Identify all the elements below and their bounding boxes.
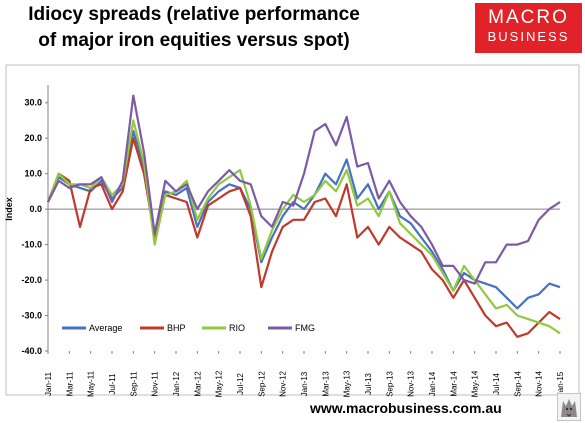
logo-line-1: MACRO (488, 7, 569, 28)
legend-label: FMG (295, 323, 315, 333)
y-axis-label: Index (4, 197, 14, 221)
source-url: www.macrobusiness.com.au (310, 400, 502, 416)
x-tick-label: Jul-14 (492, 373, 501, 395)
series-line-fmg (47, 94, 561, 285)
x-tick-label: Nov-14 (535, 371, 544, 397)
x-tick-label: May-14 (471, 370, 480, 397)
y-tick-label: 10.0 (24, 169, 42, 179)
x-tick-label: Nov-11 (151, 371, 160, 397)
x-tick-label: Jan-14 (428, 371, 437, 396)
x-tick-label: Jan-12 (172, 371, 181, 396)
x-tick-label: Sep-14 (513, 371, 522, 397)
series-lines (46, 94, 561, 338)
x-tick-label: Mar-12 (193, 371, 202, 397)
title-line-2: of major iron equities versus spot) (38, 30, 350, 51)
x-tick-label: May-11 (87, 370, 96, 397)
x-tick-label: Jan-11 (44, 372, 53, 396)
wolf-logo-icon (557, 393, 581, 421)
x-tick-label: Sep-13 (385, 371, 394, 397)
y-tick-label: -10.0 (21, 240, 42, 250)
legend: Average BHP RIO FMG (62, 323, 315, 333)
x-tick-label: May-12 (215, 370, 224, 397)
series-line-bhp (46, 137, 561, 338)
y-tick-label: -30.0 (21, 311, 42, 321)
x-tick-label: Mar-14 (449, 371, 458, 397)
legend-label: RIO (229, 323, 245, 333)
x-tick-label: Jul-11 (108, 373, 117, 395)
x-tick-label: May-13 (343, 370, 352, 397)
logo-line-2: BUSINESS (487, 29, 570, 44)
x-tick-label: Sep-11 (129, 371, 138, 397)
chart-frame (5, 64, 580, 396)
x-tick-label: Jan-13 (300, 371, 309, 396)
legend-label: BHP (167, 323, 186, 333)
y-tick-label: -40.0 (21, 346, 42, 356)
x-tick-label: Mar-13 (321, 371, 330, 397)
x-tick-label: Jan-15 (556, 371, 565, 396)
legend-label: Average (89, 323, 122, 333)
x-tick-label: Jul-13 (364, 373, 373, 395)
y-tick-label: 30.0 (24, 98, 42, 108)
x-tick-label: Mar-11 (65, 371, 74, 396)
title-line-1: Idiocy spreads (relative performance (28, 4, 360, 25)
chart-title: Idiocy spreads (relative performance of … (14, 2, 374, 54)
macrobusiness-logo: MACRO BUSINESS (475, 3, 582, 53)
x-tick-label: Nov-12 (279, 371, 288, 397)
x-tick-label: Nov-13 (407, 371, 416, 397)
y-tick-label: 20.0 (24, 133, 42, 143)
y-tick-label: -20.0 (21, 275, 42, 285)
x-tick-label: Jul-12 (236, 373, 245, 395)
axes: 30.0 20.0 10.0 0.0 -10.0 -20.0 -30.0 -40.0 Jan-1… (21, 85, 565, 397)
y-tick-label: 0.0 (29, 204, 42, 214)
x-tick-label: Sep-12 (257, 371, 266, 397)
series-line-rio (46, 119, 561, 335)
